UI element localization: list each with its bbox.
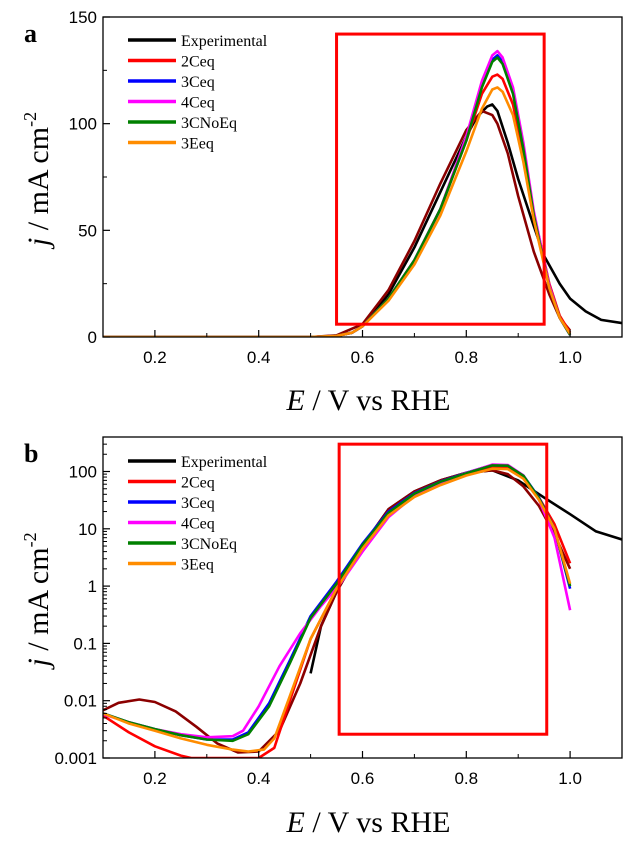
highlight-box	[337, 442, 549, 736]
series-line-3eeq	[103, 86, 572, 337]
legend-label: 3Eeq	[181, 557, 214, 574]
y-tick-label: 0.001	[54, 749, 97, 768]
x-tick-label: 1.0	[558, 769, 582, 788]
series-line-unlabeled-1	[103, 469, 572, 754]
x-axis-title: E / V vs RHE	[286, 806, 451, 839]
x-tick-label: 0.4	[247, 769, 271, 788]
legend-label: 4Ceq	[181, 95, 215, 112]
legend-label: 3Ceq	[181, 74, 215, 91]
y-tick-label: 50	[78, 221, 97, 240]
x-tick-label: 0.2	[143, 348, 167, 367]
legend: Experimental 2Ceq 3Ceq 4Ceq 3CNoEq 3Eeq	[128, 454, 268, 574]
series-line-3cnoeq	[103, 464, 572, 743]
series-line-2ceq	[103, 465, 572, 758]
panel-label: b	[24, 439, 38, 468]
y-tick-label: 100	[69, 115, 97, 134]
legend-label: Experimental	[181, 454, 268, 471]
y-tick-label: 0	[88, 328, 97, 347]
legend-label: 4Ceq	[181, 516, 215, 533]
legend-label: 3CNoEq	[181, 115, 237, 132]
y-tick-label: 150	[69, 8, 97, 27]
legend-label: 2Ceq	[181, 54, 215, 71]
x-tick-label: 0.2	[143, 769, 167, 788]
series-line-4ceq	[103, 463, 572, 739]
series-line-3eeq	[103, 467, 572, 753]
y-tick-label: 1	[88, 577, 97, 596]
x-tick-label: 0.6	[351, 348, 375, 367]
legend-label: 3Eeq	[181, 136, 214, 153]
x-tick-label: 1.0	[558, 348, 582, 367]
x-tick-label: 0.6	[351, 769, 375, 788]
panel-a: 0.2 0.4 0.6 0.8 1.0 0 50 100 150 E / V vs RHE j / …	[20, 8, 623, 417]
y-tick-label: 0.01	[64, 692, 97, 711]
y-tick-label: 100	[69, 462, 97, 481]
y-axis-title: j / mA cm-2	[20, 112, 55, 250]
legend-label: 3Ceq	[181, 495, 215, 512]
legend-label: 2Ceq	[181, 475, 215, 492]
panel-b: 0.2 0.4 0.6 0.8 1.0 0.001 0.01 0.1 1 10 100 E / V v…	[20, 436, 623, 839]
series-line-3ceq	[103, 463, 572, 741]
series-line-experimental	[309, 469, 622, 674]
legend: Experimental 2Ceq 3Ceq 4Ceq 3CNoEq 3Eeq	[128, 33, 268, 153]
legend-label: 3CNoEq	[181, 536, 237, 553]
panel-label: a	[24, 19, 37, 48]
legend-label: Experimental	[181, 33, 268, 50]
x-tick-label: 0.8	[454, 348, 478, 367]
x-axis-title: E / V vs RHE	[286, 384, 451, 417]
y-tick-label: 0.1	[73, 634, 97, 653]
highlight-box	[335, 32, 546, 326]
x-tick-label: 0.4	[247, 348, 271, 367]
y-axis-title: j / mA cm-2	[20, 532, 55, 670]
y-tick-label: 10	[78, 520, 97, 539]
x-tick-label: 0.8	[454, 769, 478, 788]
